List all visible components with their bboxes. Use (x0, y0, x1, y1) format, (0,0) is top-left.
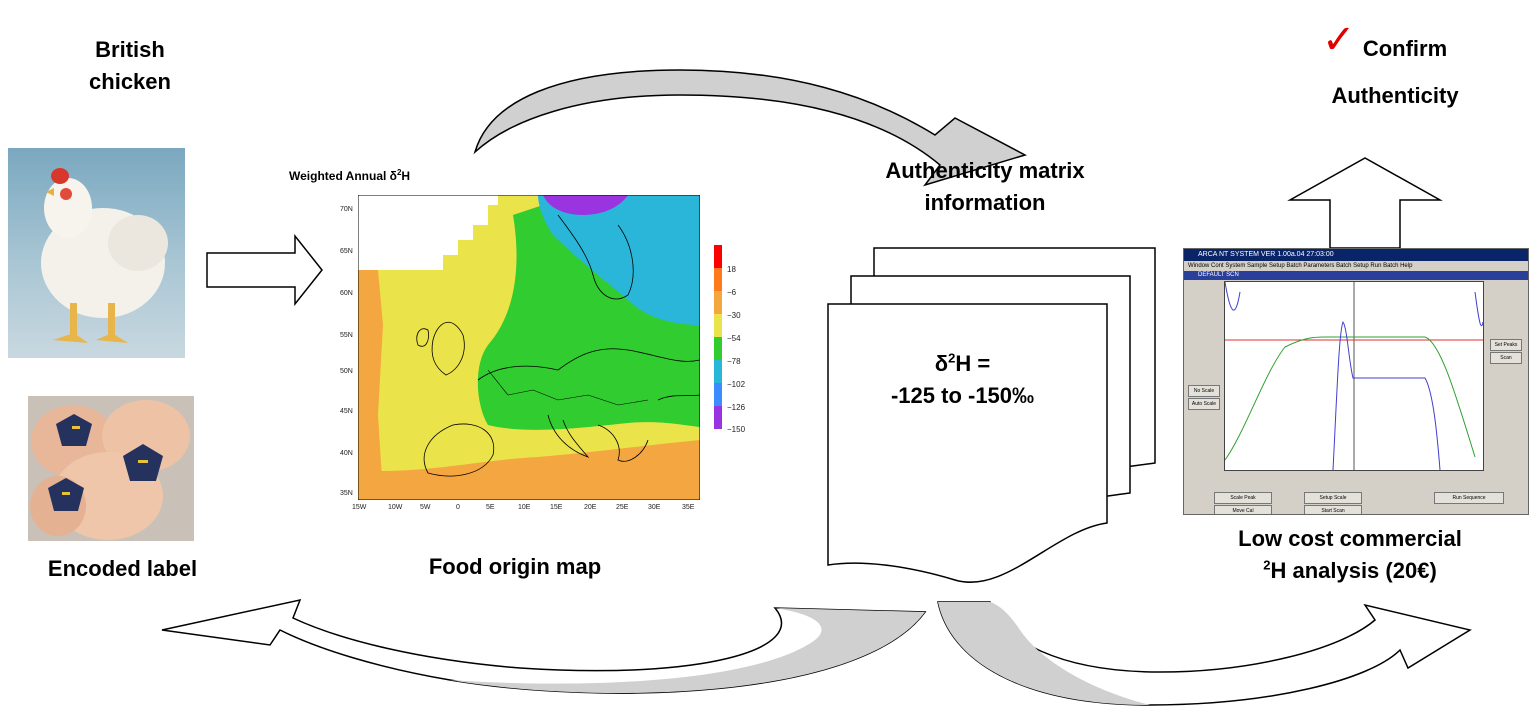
lon-tick: 0 (456, 504, 460, 511)
move-cal-button[interactable]: Move Cal (1214, 505, 1272, 514)
screen-plot-traces (1224, 281, 1484, 471)
up-arrow (1287, 157, 1443, 249)
delta-prefix: δ (934, 351, 949, 376)
no-scale-button[interactable]: No Scale (1188, 385, 1220, 397)
instrument-screenshot: ARCA NT SYSTEM VER 1.00a.04 27:03:00 Win… (1183, 248, 1529, 515)
lon-tick: 10W (388, 504, 403, 511)
colorbar-segment (714, 268, 722, 291)
colorbar-segment (714, 245, 722, 268)
lat-tick: 70N (340, 206, 353, 213)
lon-tick: 25E (616, 504, 629, 511)
food-origin-map-caption: Food origin map (428, 554, 602, 579)
authenticity-label: Authenticity (1331, 83, 1459, 108)
low-cost-label: Low cost commercial 2H analysis (20€) (1190, 523, 1510, 587)
british-chicken-label: British chicken (89, 37, 171, 94)
screen-title: ARCA NT SYSTEM VER 1.00a.04 27:03:00 (1184, 249, 1528, 261)
run-sequence-button[interactable]: Run Sequence (1434, 492, 1504, 504)
lon-tick: 15W (352, 504, 367, 511)
lat-tick: 55N (340, 332, 353, 339)
set-peaks-button[interactable]: Set Peaks (1490, 339, 1522, 351)
map-title-suffix: H (401, 169, 411, 183)
lat-tick: 65N (340, 248, 353, 255)
delta-range: -125 to -150‰ (890, 382, 1035, 408)
authenticity-matrix-label: Authenticity matrix information (885, 158, 1085, 215)
top-curved-arrow (473, 69, 1027, 187)
colorbar-tick: −126 (727, 403, 746, 412)
lon-tick: 35E (682, 504, 695, 511)
colorbar-segment (714, 360, 722, 383)
right-arrow (206, 233, 323, 307)
low-cost-line2: H analysis (20€) (1270, 557, 1437, 583)
low-cost-sup: 2 (1263, 557, 1271, 573)
europe-map (358, 195, 700, 500)
bottom-right-arrow-shade (938, 602, 1150, 705)
colorbar-tick: −30 (727, 311, 741, 320)
colorbar-tick: 18 (727, 265, 736, 274)
scan-button[interactable]: Scan (1490, 352, 1522, 364)
delta-suffix: H = (955, 351, 991, 376)
lon-tick: 30E (648, 504, 661, 511)
colorbar-segment (714, 314, 722, 337)
encoded-label-caption: Encoded label (47, 556, 198, 581)
colorbar (714, 245, 722, 429)
lon-tick: 10E (518, 504, 531, 511)
document-text: δ2H = -125 to -150‰ (835, 348, 1090, 412)
colorbar-segment (714, 337, 722, 360)
chicken-illustration (41, 168, 168, 343)
colorbar-tick: −102 (727, 380, 746, 389)
auto-scale-button[interactable]: Auto Scale (1188, 398, 1220, 410)
screen-menu: Window Cont System Sample Setup Batch Pa… (1184, 261, 1528, 271)
map-title: Weighted Annual δ2H (289, 168, 410, 183)
lon-tick: 5W (420, 504, 431, 511)
delta-sup: 2 (948, 350, 956, 366)
packaged-chicken-illustration (30, 400, 190, 540)
map-title-prefix: Weighted Annual δ (289, 169, 397, 183)
checkmark-icon: ✓ (1322, 17, 1356, 63)
packaged-chicken-photo (28, 396, 194, 541)
colorbar-segment (714, 406, 722, 429)
lon-tick: 5E (486, 504, 495, 511)
colorbar-segment (714, 291, 722, 314)
screen-plot (1224, 281, 1484, 471)
confirm-label: Confirm (1362, 36, 1448, 61)
colorbar-segment (714, 383, 722, 406)
start-scan-button[interactable]: Start Scan (1304, 505, 1362, 514)
lat-tick: 40N (340, 450, 353, 457)
lat-tick: 45N (340, 408, 353, 415)
colorbar-tick: −6 (727, 288, 737, 297)
colorbar-tick: −78 (727, 357, 741, 366)
lat-tick: 35N (340, 490, 353, 497)
scale-peak-button[interactable]: Scale Peak (1214, 492, 1272, 504)
lon-tick: 15E (550, 504, 563, 511)
lon-tick: 20E (584, 504, 597, 511)
screen-subtitle: DEFAULT SCN (1184, 271, 1528, 280)
lat-tick: 60N (340, 290, 353, 297)
colorbar-tick: −54 (727, 334, 741, 343)
low-cost-line1: Low cost commercial (1238, 526, 1462, 551)
map-title-sup: 2 (396, 168, 402, 177)
bottom-left-arrow-shade (450, 608, 925, 694)
document-front (827, 303, 1108, 583)
colorbar-tick: −150 (727, 425, 746, 434)
setup-scale-button[interactable]: Setup Scale (1304, 492, 1362, 504)
lat-tick: 50N (340, 368, 353, 375)
chicken-photo (8, 148, 185, 358)
